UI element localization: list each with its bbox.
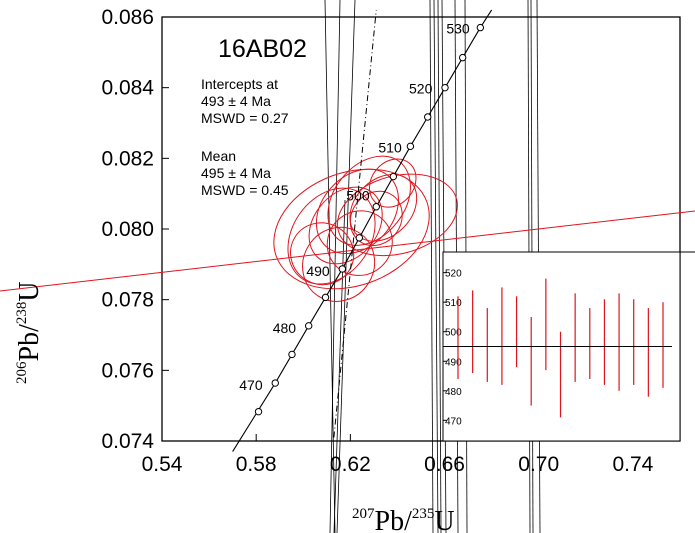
y-tick-label: 0.084 <box>101 77 154 100</box>
mean-value: 495 ± 4 Ma <box>201 165 271 181</box>
stray-line <box>433 0 439 533</box>
intercept-mswd: MSWD = 0.27 <box>201 110 289 126</box>
x-label-el1: Pb/ <box>375 506 413 533</box>
x-tick-label: 0.66 <box>424 453 465 476</box>
error-ellipses <box>273 155 458 302</box>
concordia-age-label: 490 <box>306 263 330 279</box>
inset-tick-label: 480 <box>445 387 462 398</box>
concordia-marker <box>406 142 415 151</box>
concordia-marker <box>372 203 380 211</box>
y-label-iso1: 206 <box>14 361 30 384</box>
error-ellipse <box>302 226 376 302</box>
stray-line <box>336 0 356 533</box>
x-tick-label: 0.70 <box>518 453 559 476</box>
y-label-el2: U <box>14 281 45 301</box>
stray-line <box>429 0 434 533</box>
y-tick-label: 0.074 <box>101 430 154 453</box>
concordia-marker <box>476 23 485 32</box>
mean-header: Mean <box>201 148 236 164</box>
concordia-marker <box>254 407 263 416</box>
y-tick-label: 0.080 <box>101 218 154 241</box>
intercept-header: Intercepts at <box>201 76 278 92</box>
concordia-age-label: 470 <box>239 377 263 393</box>
y-tick-label: 0.076 <box>101 359 154 382</box>
stray-line <box>329 0 341 533</box>
y-label-iso2: 238 <box>14 302 30 325</box>
error-ellipse <box>368 158 417 208</box>
mean-mswd: MSWD = 0.45 <box>201 182 289 198</box>
x-label-el2: U <box>434 506 454 533</box>
error-ellipse <box>327 155 411 246</box>
y-ticks: 0.074 0.076 0.078 0.080 0.082 0.084 0.086 <box>101 6 169 453</box>
x-tick-label: 0.62 <box>330 453 371 476</box>
regression-line <box>0 210 695 292</box>
inset-tick-label: 510 <box>445 298 462 309</box>
concordia-marker <box>389 172 398 181</box>
concordia-age-label: 480 <box>273 320 297 336</box>
y-tick-label: 0.078 <box>101 289 154 312</box>
error-ellipse <box>287 187 376 285</box>
concordia-age-label: 510 <box>378 139 402 155</box>
inset-tick-label: 470 <box>445 416 462 427</box>
inset-tick-label: 500 <box>445 328 462 339</box>
concordia-marker <box>355 234 364 242</box>
x-axis-label: 207Pb/235U <box>352 506 455 533</box>
y-label-el1: Pb/ <box>14 324 45 362</box>
error-ellipse <box>349 190 403 247</box>
chart-title: 16AB02 <box>218 35 307 63</box>
stray-line <box>333 199 346 533</box>
x-tick-label: 0.74 <box>612 453 653 476</box>
concordia-marker <box>458 53 467 62</box>
concordia-marker <box>424 113 432 121</box>
stray-line <box>324 0 336 533</box>
concordia-marker <box>288 350 296 359</box>
x-label-iso2: 235 <box>412 506 435 522</box>
concordia-error-envelope <box>333 9 377 438</box>
inset-mean-plot: 470 480 490 500 510 520 <box>442 251 695 442</box>
concordia-marker <box>441 83 449 92</box>
x-label-iso1: 207 <box>352 506 375 522</box>
y-axis-label: 206Pb/238U <box>14 281 45 384</box>
inset-tick-label: 490 <box>445 357 462 368</box>
inset-y-ticks: 470 480 490 500 510 520 <box>443 269 462 427</box>
y-tick-label: 0.082 <box>101 147 154 170</box>
concordia-age-label: 500 <box>346 188 370 204</box>
stray-line <box>437 0 442 533</box>
error-ellipse <box>326 210 393 276</box>
concordia-marker <box>304 322 313 330</box>
concordia-marker <box>271 379 279 387</box>
intercept-value: 493 ± 4 Ma <box>201 93 271 109</box>
concordia-age-label: 530 <box>446 21 470 37</box>
concordia-points: 470 480 490 500 510 520 530 <box>239 21 485 416</box>
concordia-age-label: 520 <box>409 81 433 97</box>
x-tick-label: 0.54 <box>142 453 183 476</box>
x-ticks: 0.54 0.58 0.62 0.66 0.70 0.74 <box>142 434 654 476</box>
x-tick-label: 0.58 <box>236 453 277 476</box>
y-tick-label: 0.086 <box>101 6 154 29</box>
error-ellipse <box>273 168 430 290</box>
concordia-marker <box>338 265 347 273</box>
inset-tick-label: 520 <box>445 269 462 280</box>
error-ellipse <box>336 173 458 257</box>
concordia-marker <box>321 293 330 302</box>
